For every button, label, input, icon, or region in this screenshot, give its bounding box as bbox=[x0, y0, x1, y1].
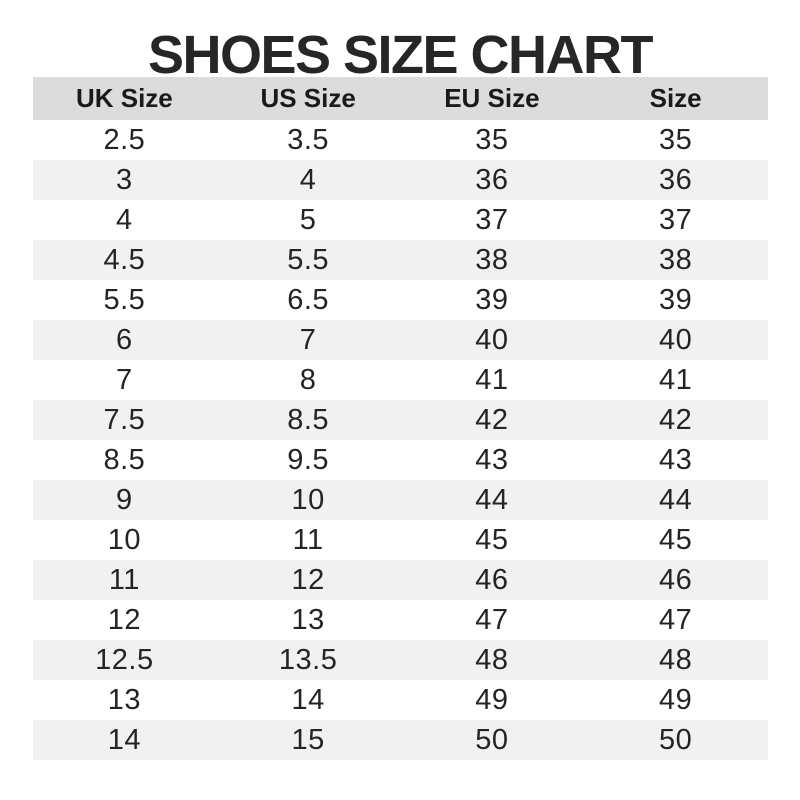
table-cell: 35 bbox=[475, 123, 509, 156]
table-body: 2.5 3.5 35 35 3 4 36 36 4 5 37 37 4.5 5.5 38 38 5.5 6.5 39… bbox=[32, 120, 768, 760]
table-cell: 48 bbox=[658, 643, 693, 676]
table-cell: 40 bbox=[658, 323, 693, 356]
table-cell: 12 bbox=[291, 563, 325, 596]
table-cell: 50 bbox=[475, 723, 509, 756]
table-cell: 7.5 bbox=[103, 403, 146, 436]
table-cell: 48 bbox=[475, 643, 509, 676]
table-cell: 38 bbox=[658, 243, 693, 276]
table-row: 5.5 6.5 39 39 bbox=[33, 280, 768, 320]
table-cell: 43 bbox=[475, 443, 509, 476]
table-cell: 47 bbox=[475, 603, 509, 636]
table-cell: 5.5 bbox=[287, 243, 330, 276]
table-cell: 39 bbox=[658, 283, 693, 316]
table-cell: 3.5 bbox=[287, 123, 330, 156]
table-cell: 41 bbox=[658, 363, 693, 396]
table-cell: 43 bbox=[658, 443, 693, 476]
size-chart-table: UK Size US Size EU Size Size 2.5 3.5 35 35 3… bbox=[32, 77, 768, 760]
table-cell: 49 bbox=[475, 683, 509, 716]
column-header-eu-size: EU Size bbox=[400, 77, 584, 120]
table-cell: 9 bbox=[116, 483, 133, 516]
table-cell: 46 bbox=[475, 563, 509, 596]
table-row: 9 10 44 44 bbox=[32, 480, 768, 520]
table-row: 11 12 46 46 bbox=[32, 560, 768, 600]
table-cell: 15 bbox=[291, 723, 325, 756]
table-cell: 44 bbox=[658, 483, 693, 516]
table-cell: 12.5 bbox=[95, 643, 154, 676]
table-row: 14 15 50 50 bbox=[32, 720, 768, 760]
table-header-row: UK Size US Size EU Size Size bbox=[32, 77, 768, 120]
table-row: 6 7 40 40 bbox=[32, 320, 768, 360]
table-cell: 4.5 bbox=[103, 243, 146, 276]
table-cell: 14 bbox=[291, 683, 325, 716]
table-row: 8.5 9.5 43 43 bbox=[33, 440, 768, 480]
table-row: 10 11 45 45 bbox=[33, 520, 768, 560]
column-header-size: Size bbox=[583, 77, 768, 120]
table-cell: 39 bbox=[475, 283, 509, 316]
table-cell: 13.5 bbox=[278, 643, 338, 676]
table-row: 12.5 13.5 48 48 bbox=[32, 640, 768, 680]
table-cell: 13 bbox=[291, 603, 325, 636]
table-cell: 5 bbox=[299, 203, 317, 236]
table-cell: 8.5 bbox=[287, 403, 330, 436]
table-cell: 36 bbox=[475, 163, 509, 196]
table-cell: 5.5 bbox=[103, 283, 146, 316]
table-cell: 7 bbox=[299, 323, 317, 356]
table-cell: 38 bbox=[475, 243, 509, 276]
table-cell: 6 bbox=[116, 323, 133, 356]
table-cell: 42 bbox=[658, 403, 693, 436]
table-cell: 40 bbox=[475, 323, 509, 356]
table-cell: 13 bbox=[107, 683, 141, 716]
table-cell: 7 bbox=[116, 363, 133, 396]
table-cell: 37 bbox=[658, 203, 693, 236]
column-header-uk-size: UK Size bbox=[32, 77, 217, 120]
table-cell: 42 bbox=[475, 403, 509, 436]
table-cell: 11 bbox=[108, 563, 140, 596]
table-cell: 37 bbox=[475, 203, 509, 236]
table-row: 4 5 37 37 bbox=[33, 200, 768, 240]
table-cell: 11 bbox=[292, 523, 324, 556]
table-cell: 36 bbox=[658, 163, 693, 196]
table-cell: 35 bbox=[658, 123, 693, 156]
table-header: UK Size US Size EU Size Size bbox=[32, 77, 768, 120]
table-cell: 4 bbox=[116, 203, 133, 236]
table-cell: 9.5 bbox=[287, 443, 330, 476]
table-row: 12 13 47 47 bbox=[33, 600, 768, 640]
table-cell: 45 bbox=[475, 523, 509, 556]
table-row: 3 4 36 36 bbox=[32, 160, 768, 200]
table-cell: 8 bbox=[299, 363, 317, 396]
table-cell: 3 bbox=[116, 163, 133, 196]
table-cell: 45 bbox=[658, 523, 693, 556]
table-cell: 8.5 bbox=[103, 443, 146, 476]
table-cell: 12 bbox=[107, 603, 141, 636]
table-row: 4.5 5.5 38 38 bbox=[32, 240, 768, 280]
table-cell: 2.5 bbox=[103, 123, 146, 156]
table-cell: 47 bbox=[658, 603, 693, 636]
table-row: 13 14 49 49 bbox=[33, 680, 768, 720]
table-cell: 14 bbox=[107, 723, 141, 756]
table-cell: 50 bbox=[658, 723, 693, 756]
table-cell: 46 bbox=[658, 563, 693, 596]
table-row: 2.5 3.5 35 35 bbox=[33, 120, 768, 160]
table-cell: 6.5 bbox=[287, 283, 330, 316]
page-title: SHOES SIZE CHART bbox=[147, 25, 654, 85]
table-cell: 41 bbox=[475, 363, 509, 396]
table-cell: 49 bbox=[658, 683, 693, 716]
table-cell: 10 bbox=[291, 483, 325, 516]
table-row: 7.5 8.5 42 42 bbox=[32, 400, 768, 440]
table-cell: 10 bbox=[107, 523, 141, 556]
table-cell: 44 bbox=[475, 483, 509, 516]
column-header-us-size: US Size bbox=[216, 77, 400, 120]
table-row: 7 8 41 41 bbox=[33, 360, 768, 400]
table-cell: 4 bbox=[299, 163, 317, 196]
